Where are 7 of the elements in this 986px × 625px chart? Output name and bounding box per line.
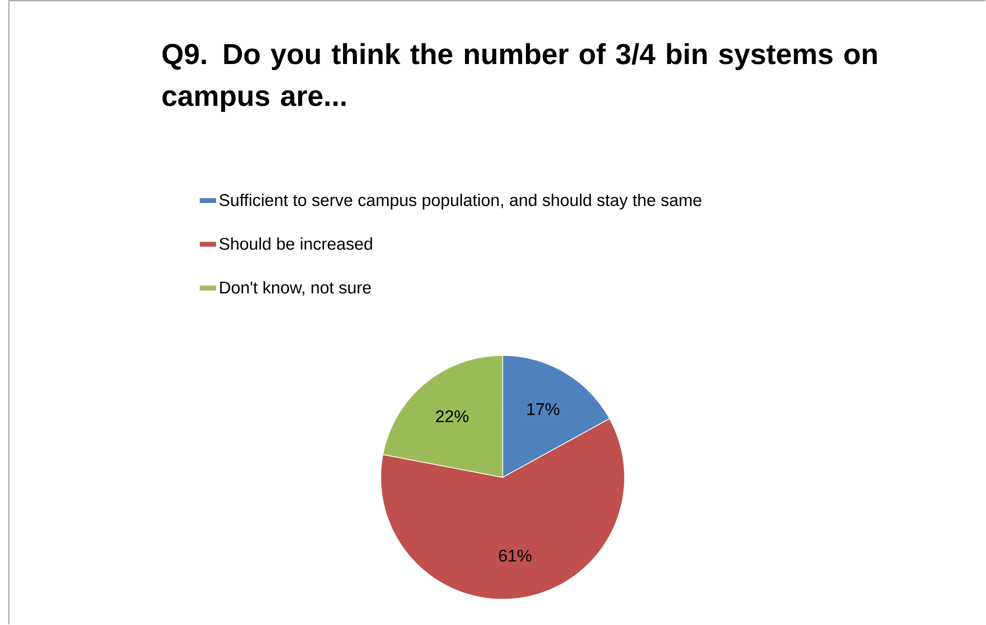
legend-label: Don't know, not sure [220,281,371,296]
data-label: 22% [436,410,468,422]
data-label: 17% [527,403,560,416]
chart-title: Q9. Do you think the number of 3/4 bin systems on campus are... [162,43,877,112]
legend-label: Should be increased [220,237,372,250]
data-label: 61% [498,550,532,562]
legend-label: Sufficient to serve campus population, and should stay the same [220,194,702,210]
